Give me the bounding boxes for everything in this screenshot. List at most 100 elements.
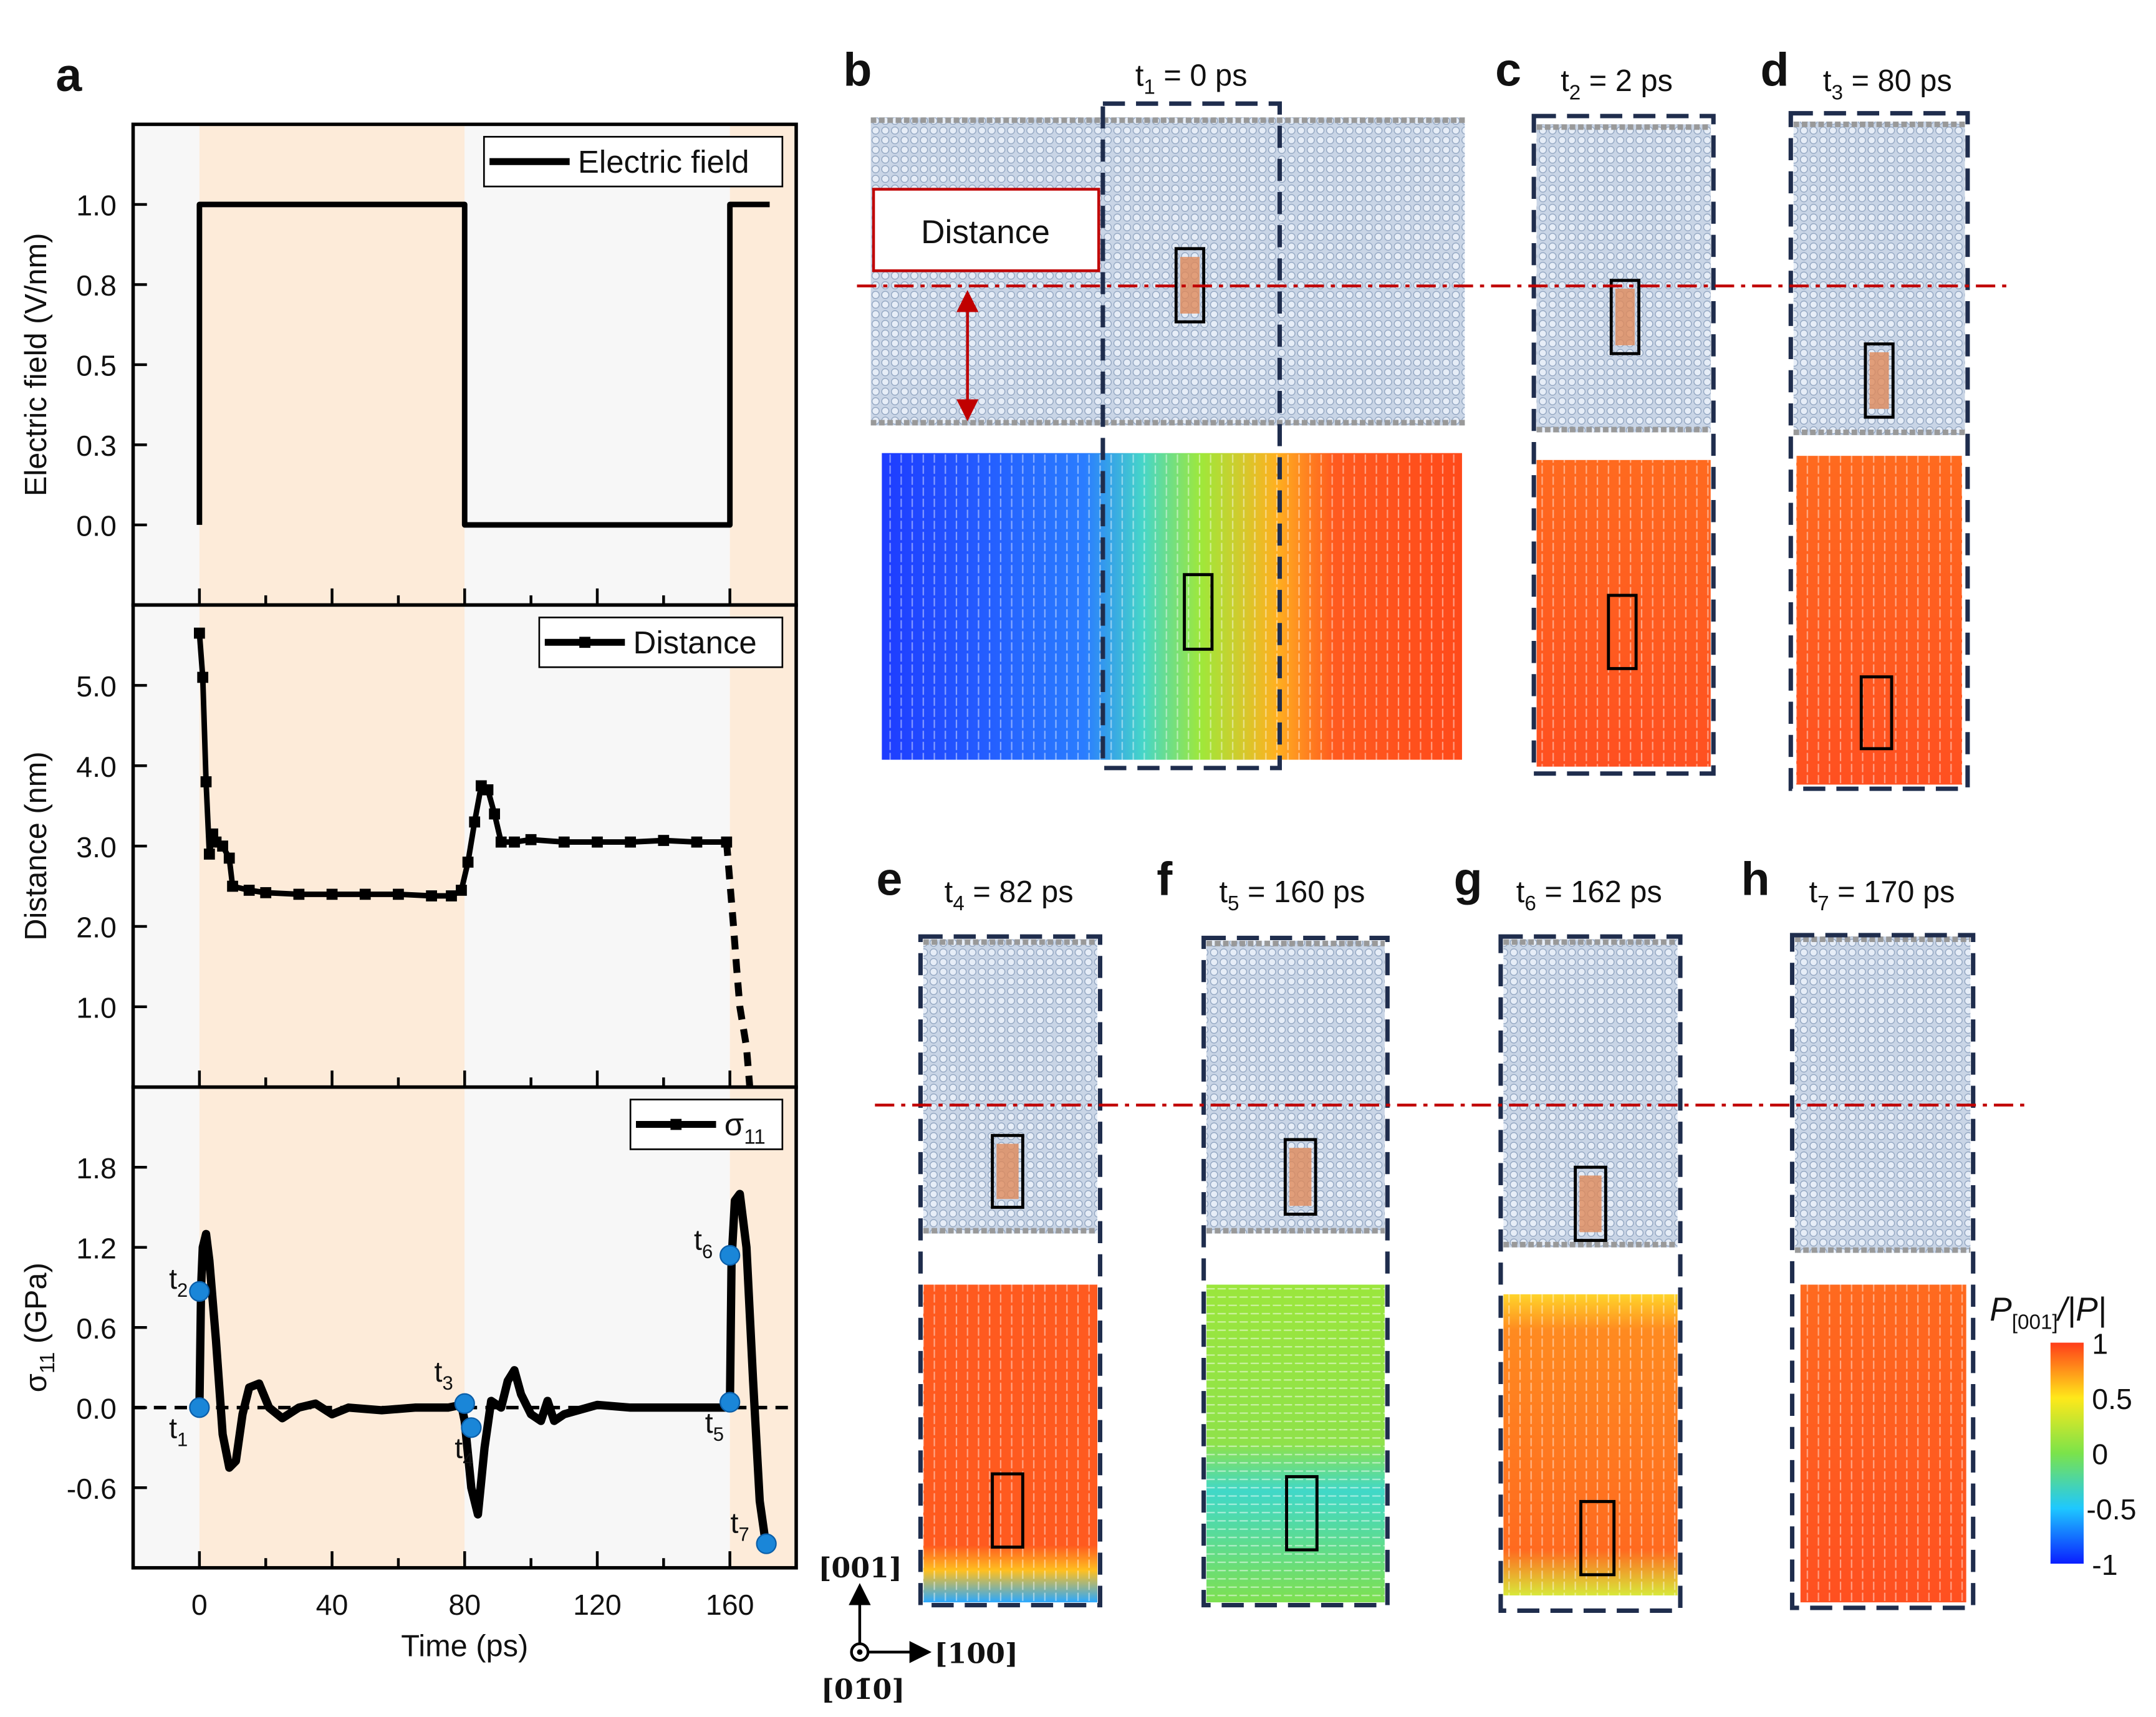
defect-atoms xyxy=(1869,352,1889,409)
snapshot-time-label: t7 = 170 ps xyxy=(1809,875,1955,915)
snapshot-time-label: t5 = 160 ps xyxy=(1219,875,1365,915)
axis-001-label: [001] xyxy=(818,1552,902,1584)
defect-atoms xyxy=(1289,1148,1312,1206)
chart-3: -0.6 0.0 0.6 1.2 1.8 0 40 80 120 160 Time (ps) σ11 … xyxy=(19,1085,798,1663)
data-point xyxy=(625,836,637,848)
data-point xyxy=(203,849,215,860)
colorbar-title: P[001]/|P| xyxy=(1990,1291,2106,1334)
y-tick-label: 0.3 xyxy=(76,430,117,462)
legend-label: Electric field xyxy=(578,144,749,180)
shaded-region xyxy=(464,1087,730,1568)
y-tick-label: 1.0 xyxy=(76,190,117,222)
series-line-dotted xyxy=(723,842,754,1088)
y-tick-label: 0.0 xyxy=(76,1392,117,1425)
polarization-arrows xyxy=(1800,1284,1966,1603)
data-point xyxy=(223,852,235,864)
axis-010-label: [01̄0] xyxy=(821,1673,905,1706)
x-axis-label: Time (ps) xyxy=(401,1630,528,1663)
polarization-arrows xyxy=(1503,1294,1678,1596)
y-tick-label: 1.0 xyxy=(76,992,117,1024)
x-tick-label: 120 xyxy=(573,1589,622,1621)
colorbar-tick: -0.5 xyxy=(2086,1493,2136,1526)
polarization-arrows xyxy=(882,453,1462,760)
supercell-frame xyxy=(1100,101,1283,771)
defect-atoms xyxy=(1579,1175,1602,1233)
snapshot-time-label: t6 = 162 ps xyxy=(1516,875,1662,915)
y-axis-label: Distance (nm) xyxy=(19,751,53,940)
data-point xyxy=(489,808,500,820)
defect-box xyxy=(1283,1138,1317,1216)
data-point xyxy=(495,836,507,848)
data-point xyxy=(469,816,481,828)
data-point xyxy=(293,888,305,900)
snapshot-panel-h: h t7 = 170 ps xyxy=(1741,853,1976,1610)
y-tick-label: 0.5 xyxy=(76,350,117,382)
polarization-arrows xyxy=(923,1284,1098,1603)
colorbar-tick: -1 xyxy=(2092,1549,2117,1581)
y-tick-label: 0.0 xyxy=(76,510,117,542)
supercell-frame xyxy=(1788,111,1970,791)
legend-marker-icon xyxy=(670,1118,682,1130)
supercell-frame xyxy=(1498,934,1683,1613)
time-marker xyxy=(719,1244,741,1266)
data-point xyxy=(525,834,537,845)
y-tick-label: 3.0 xyxy=(76,831,117,863)
panel-label-g: g xyxy=(1454,853,1483,905)
data-point xyxy=(197,671,209,683)
y-tick-label: 1.2 xyxy=(76,1232,117,1264)
defect-box xyxy=(1864,342,1895,419)
legend xyxy=(483,136,784,188)
shaded-region xyxy=(199,124,465,605)
defect-box-polarization xyxy=(1607,594,1638,670)
defect-atoms xyxy=(996,1143,1019,1200)
data-point xyxy=(456,885,467,896)
chart-1: 0.0 0.3 0.5 0.8 1.0 Electric field (V/nm) Elec… xyxy=(19,122,798,607)
data-point xyxy=(592,836,603,848)
data-point xyxy=(509,836,520,848)
panel-label-h: h xyxy=(1741,853,1769,905)
chart-2: 1.0 2.0 3.0 4.0 5.0 Distance (nm) Distance xyxy=(19,603,798,1089)
data-point xyxy=(260,887,272,898)
time-marker xyxy=(719,1392,741,1413)
data-point xyxy=(691,836,703,848)
shaded-region xyxy=(464,124,730,605)
shaded-region xyxy=(199,605,465,1087)
y-tick-label: 0.6 xyxy=(76,1312,117,1345)
y-tick-label: 2.0 xyxy=(76,911,117,944)
polarization-arrows xyxy=(1206,1284,1385,1603)
snapshot-panel-d: d t3 = 80 ps xyxy=(1761,43,1970,791)
data-point xyxy=(326,888,338,900)
y-tick-label: -0.6 xyxy=(67,1473,117,1505)
time-marker xyxy=(461,1417,482,1438)
snapshot-time-label: t1 = 0 ps xyxy=(1135,59,1248,99)
snapshot-panel-f: f t5 = 160 ps xyxy=(1157,853,1390,1608)
y-tick-label: 4.0 xyxy=(76,751,117,783)
panel-label-f: f xyxy=(1157,853,1173,905)
time-marker xyxy=(454,1393,475,1414)
shaded-region xyxy=(729,124,797,605)
data-point xyxy=(558,836,570,848)
plot-frame xyxy=(131,1085,798,1570)
data-point xyxy=(482,784,494,796)
x-tick-label: 80 xyxy=(448,1589,481,1621)
snapshot-time-label: t4 = 82 ps xyxy=(945,875,1074,915)
x-tick-label: 160 xyxy=(706,1589,754,1621)
defect-atoms xyxy=(1615,289,1635,345)
supercell-frame xyxy=(918,934,1102,1608)
panel-label-b: b xyxy=(843,43,872,95)
defect-box-polarization xyxy=(1859,675,1894,751)
time-marker xyxy=(189,1281,210,1302)
supercell-frame xyxy=(1201,935,1390,1608)
defect-box-polarization xyxy=(1579,1499,1616,1577)
shaded-region xyxy=(199,1087,465,1568)
defect-box-polarization xyxy=(1183,573,1214,651)
defect-box-polarization xyxy=(1285,1475,1319,1552)
panel-label-d: d xyxy=(1761,43,1789,95)
snapshot-time-label: t3 = 80 ps xyxy=(1823,64,1952,104)
colorbar-gradient xyxy=(2050,1342,2084,1564)
distance-label-box xyxy=(872,188,1100,272)
axis-100-label: [100] xyxy=(935,1638,1018,1670)
data-point xyxy=(359,888,371,900)
data-point xyxy=(426,890,437,902)
